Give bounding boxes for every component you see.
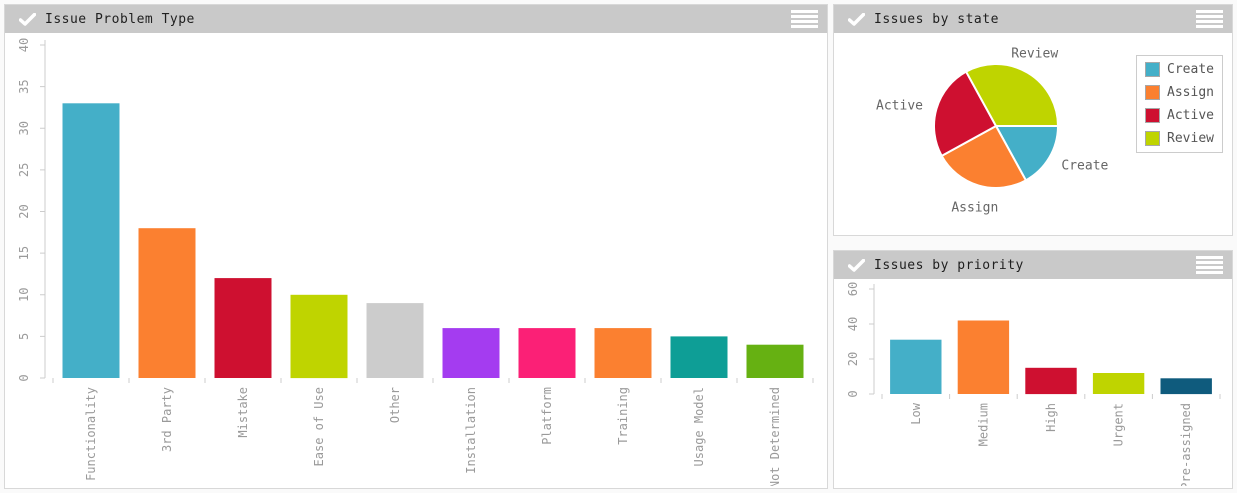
menu-icon[interactable] bbox=[1194, 253, 1225, 277]
pie-label-active: Active bbox=[876, 98, 923, 113]
bar-not-determined[interactable] bbox=[746, 344, 804, 378]
bar-pre-assigned[interactable] bbox=[1160, 378, 1212, 395]
panel-issue-problem-type: Issue Problem Type 0 5 10 15 20 25 30 35 40 Funct… bbox=[4, 4, 828, 489]
pie-slice-assign[interactable] bbox=[940, 125, 1027, 189]
bar-training[interactable] bbox=[594, 328, 652, 378]
bar-3rd-party[interactable] bbox=[138, 228, 196, 378]
bar-ease-of-use[interactable] bbox=[290, 294, 348, 379]
x-tick-label-urgent: Urgent bbox=[1112, 403, 1126, 446]
panel-body-issue-problem-type: 0 5 10 15 20 25 30 35 40 Functionality 3rd Party Mi… bbox=[5, 33, 827, 488]
pie-chart-issues-by-state: Create Assign Active Review bbox=[876, 46, 1109, 215]
legend-label-create: Create bbox=[1167, 62, 1214, 77]
pie-slice-review[interactable] bbox=[965, 63, 1059, 127]
x-tick-label-high: High bbox=[1044, 403, 1058, 432]
x-tick-label-usage-model: Usage Model bbox=[692, 387, 706, 466]
y-tick-label: 25 bbox=[17, 163, 31, 177]
panel-issues-by-state: Issues by state Create Assign Active Review… bbox=[833, 4, 1233, 236]
panel-header-issue-problem-type: Issue Problem Type bbox=[5, 5, 827, 33]
panel-body-issues-by-state: Create Assign Active Review Create Assign Act… bbox=[834, 33, 1232, 235]
legend-item-review[interactable]: Review bbox=[1145, 131, 1214, 146]
x-tick-label-medium: Medium bbox=[976, 403, 990, 446]
menu-icon[interactable] bbox=[789, 7, 820, 31]
legend-swatch-assign bbox=[1145, 85, 1161, 100]
bar-urgent[interactable] bbox=[1092, 373, 1145, 394]
panel-header-issues-by-state: Issues by state bbox=[834, 5, 1232, 33]
pie-label-assign: Assign bbox=[951, 200, 998, 215]
bar-platform[interactable] bbox=[518, 328, 576, 378]
check-icon bbox=[848, 12, 865, 26]
right-column: Issues by state Create Assign Active Review… bbox=[833, 4, 1233, 489]
x-tick-label-not-determined: Not Determined bbox=[768, 387, 782, 486]
bar-installation[interactable] bbox=[442, 328, 500, 378]
panel-title: Issues by state bbox=[874, 11, 999, 27]
legend-item-assign[interactable]: Assign bbox=[1145, 85, 1214, 100]
pie-legend: Create Assign Active Review bbox=[1136, 55, 1223, 153]
y-tick-label: 5 bbox=[17, 333, 31, 340]
y-tick-label: 0 bbox=[846, 390, 860, 397]
pie-slice-active[interactable] bbox=[933, 70, 997, 157]
pie-label-create: Create bbox=[1061, 158, 1108, 173]
bar-functionality[interactable] bbox=[62, 103, 120, 379]
legend-label-review: Review bbox=[1167, 131, 1214, 146]
bar-mistake[interactable] bbox=[214, 278, 272, 378]
y-tick-label: 0 bbox=[17, 374, 31, 381]
x-tick-label-platform: Platform bbox=[540, 387, 554, 445]
y-tick-label: 15 bbox=[17, 246, 31, 260]
bar-chart-issue-problem-type: 0 5 10 15 20 25 30 35 40 Functionality 3rd Party Mi… bbox=[17, 38, 814, 488]
x-tick-label-low: Low bbox=[909, 402, 923, 424]
x-tick-label-3rd-party: 3rd Party bbox=[160, 387, 174, 452]
panel-body-issues-by-priority: 0 20 40 60 Low Medium High Urgent Pre-assigned bbox=[834, 279, 1232, 488]
legend-swatch-active bbox=[1145, 108, 1161, 123]
bar-chart-issues-by-priority: 0 20 40 60 Low Medium High Urgent Pre-assigned bbox=[846, 282, 1221, 488]
legend-swatch-create bbox=[1145, 62, 1161, 77]
panel-title: Issue Problem Type bbox=[45, 11, 195, 27]
pie-slice-create[interactable] bbox=[995, 125, 1059, 182]
pie-label-review: Review bbox=[1011, 46, 1058, 61]
x-tick-label-pre-assigned: Pre-assigned bbox=[1179, 403, 1193, 486]
legend-item-create[interactable]: Create bbox=[1145, 62, 1214, 77]
x-tick-label-functionality: Functionality bbox=[84, 387, 98, 481]
y-tick-label: 60 bbox=[846, 282, 860, 296]
bar-high[interactable] bbox=[1025, 367, 1077, 395]
check-icon bbox=[848, 258, 865, 272]
y-tick-label: 40 bbox=[846, 317, 860, 331]
y-tick-label: 20 bbox=[846, 352, 860, 366]
y-tick-label: 20 bbox=[17, 204, 31, 218]
x-tick-label-training: Training bbox=[616, 387, 630, 445]
panel-header-issues-by-priority: Issues by priority bbox=[834, 251, 1232, 279]
menu-icon[interactable] bbox=[1194, 7, 1225, 31]
legend-swatch-review bbox=[1145, 131, 1161, 146]
panel-issues-by-priority: Issues by priority 0 20 40 60 Low Medium High U… bbox=[833, 250, 1233, 489]
x-tick-label-ease-of-use: Ease of Use bbox=[312, 387, 326, 466]
bar-low[interactable] bbox=[890, 339, 942, 394]
y-tick-label: 35 bbox=[17, 79, 31, 93]
x-tick-label-mistake: Mistake bbox=[236, 387, 250, 438]
check-icon bbox=[19, 12, 36, 26]
x-tick-label-installation: Installation bbox=[464, 387, 478, 474]
y-tick-label: 30 bbox=[17, 121, 31, 135]
bar-other[interactable] bbox=[366, 303, 424, 378]
bar-medium[interactable] bbox=[957, 320, 1010, 395]
legend-label-active: Active bbox=[1167, 108, 1214, 123]
panel-title: Issues by priority bbox=[874, 257, 1024, 273]
x-tick-label-other: Other bbox=[388, 387, 402, 423]
legend-label-assign: Assign bbox=[1167, 85, 1214, 100]
legend-item-active[interactable]: Active bbox=[1145, 108, 1214, 123]
y-tick-label: 40 bbox=[17, 38, 31, 52]
y-tick-label: 10 bbox=[17, 288, 31, 302]
bar-usage-model[interactable] bbox=[670, 336, 728, 378]
